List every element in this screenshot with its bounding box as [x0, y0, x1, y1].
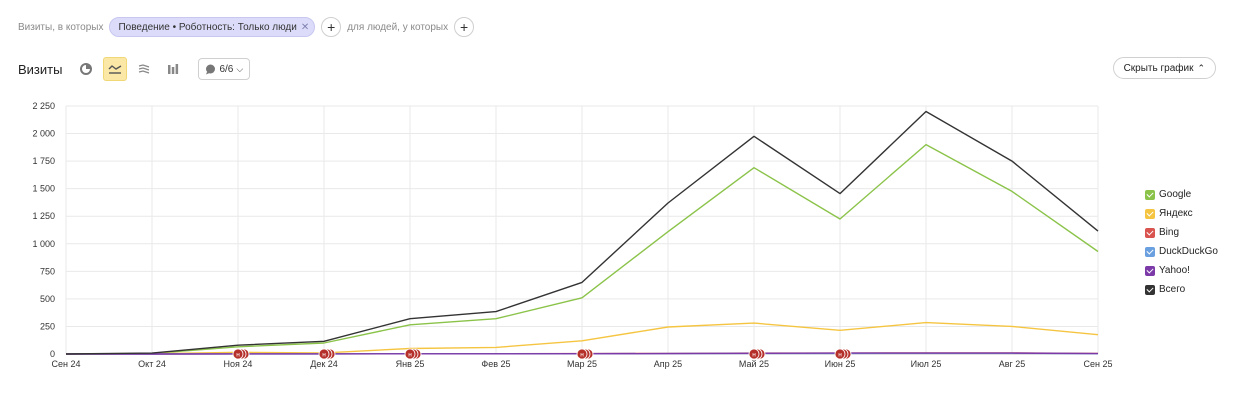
annotation-marker: н: [576, 348, 594, 360]
x-tick-label: Окт 24: [138, 359, 166, 369]
annotation-marker-label: н: [838, 352, 842, 359]
annotation-marker-dot: [232, 348, 244, 360]
chevron-up-icon: ⌃: [1197, 62, 1205, 73]
annotation-marker-label: н: [408, 352, 412, 359]
legend-item[interactable]: Bing: [1145, 223, 1218, 242]
x-axis: Сен 24 Окт 24 Ноя 24 Дек 24 Янв 25 Фев 25 Мар …: [52, 359, 1113, 369]
y-tick-label: 0: [50, 349, 55, 359]
x-tick-label: Авг 25: [999, 359, 1026, 369]
x-tick-label: Мар 25: [567, 359, 597, 369]
chart-grid: [65, 105, 1099, 355]
checkbox-icon[interactable]: [1145, 208, 1155, 219]
series-line-всего: [65, 110, 1099, 355]
checkbox-icon[interactable]: [1145, 189, 1155, 200]
annotation-marker-dot: [318, 348, 330, 360]
y-tick-label: 750: [40, 266, 55, 276]
chart-toolbar: Визиты 6/6 ⌵: [18, 57, 251, 81]
annotation-marker-dot: [748, 348, 760, 360]
bar-chart-icon: [168, 64, 179, 74]
close-icon[interactable]: ✕: [300, 21, 310, 33]
legend-label: DuckDuckGo: [1159, 246, 1218, 257]
legend-label: Yahoo!: [1159, 265, 1190, 276]
annotation-marker: н: [232, 348, 250, 360]
annotation-marker-label: н: [580, 352, 584, 359]
x-tick-label: Дек 24: [310, 359, 338, 369]
x-tick-label: Янв 25: [396, 359, 425, 369]
checkbox-icon[interactable]: [1145, 246, 1155, 257]
annotation-marker-label: н: [752, 352, 756, 359]
x-tick-label: Ноя 24: [224, 359, 253, 369]
y-tick-label: 1 000: [32, 239, 55, 249]
comment-icon: [206, 64, 216, 74]
legend-item[interactable]: Яндекс: [1145, 204, 1218, 223]
annotation-marker-dot: [576, 348, 588, 360]
bar-chart-button[interactable]: [161, 57, 185, 81]
annotations-dropdown[interactable]: 6/6 ⌵: [198, 58, 251, 80]
y-tick-label: 2 250: [32, 101, 55, 111]
add-visit-condition-button[interactable]: +: [321, 17, 342, 37]
hide-chart-button[interactable]: Скрыть график ⌃: [1112, 57, 1216, 79]
legend-label: Яндекс: [1159, 208, 1193, 219]
segment-filter-bar: Визиты, в которых Поведение • Роботность…: [18, 16, 480, 38]
y-tick-label: 1 750: [32, 156, 55, 166]
line-chart-icon: [108, 65, 122, 74]
annotation-marker-dot: [834, 348, 846, 360]
legend-item[interactable]: Всего: [1145, 280, 1218, 299]
add-people-condition-button[interactable]: +: [454, 17, 475, 37]
annotation-marker-dot: [404, 348, 416, 360]
checkbox-icon[interactable]: [1145, 265, 1155, 276]
legend-label: Bing: [1159, 227, 1180, 238]
y-tick-label: 1 500: [32, 184, 55, 194]
x-tick-label: Апр 25: [654, 359, 682, 369]
annotation-marker: н: [404, 348, 422, 360]
chart-title: Визиты: [18, 61, 63, 77]
visits-filter-label: Визиты, в которых: [18, 21, 104, 33]
pie-chart-icon: [80, 63, 93, 75]
series-line-google: [65, 143, 1099, 355]
y-axis: 2 250 2 000 1 750 1 500 1 250 1 000 750 500 250 0: [32, 101, 55, 359]
annotation-marker: н: [834, 348, 852, 360]
area-chart-button[interactable]: [132, 57, 156, 81]
chart-legend: Google Яндекс Bing DuckDuckGo Yahoo! Всего: [1145, 185, 1218, 299]
legend-item[interactable]: DuckDuckGo: [1145, 242, 1218, 261]
plus-icon: +: [460, 19, 469, 35]
annotations-count: 6/6: [219, 63, 234, 75]
x-tick-label: Июл 25: [911, 359, 942, 369]
x-tick-label: Сен 25: [1084, 359, 1113, 369]
x-tick-label: Сен 24: [52, 359, 81, 369]
line-chart-button[interactable]: [103, 57, 128, 81]
annotation-marker-label: н: [322, 352, 326, 359]
annotation-marker-label: н: [236, 352, 240, 359]
legend-label: Google: [1159, 189, 1192, 200]
pie-chart-button[interactable]: [74, 57, 98, 81]
robot-filter-chip-label: Поведение • Роботность: Только люди: [118, 21, 297, 33]
area-chart-icon: [139, 64, 150, 74]
x-tick-label: Июн 25: [825, 359, 856, 369]
people-filter-label: для людей, у которых: [347, 21, 449, 33]
legend-item[interactable]: Google: [1145, 185, 1218, 204]
legend-label: Всего: [1159, 284, 1186, 295]
robot-filter-chip[interactable]: Поведение • Роботность: Только люди ✕: [109, 17, 316, 37]
checkbox-icon[interactable]: [1145, 284, 1155, 295]
y-tick-label: 2 000: [32, 129, 55, 139]
x-tick-label: Фев 25: [481, 359, 510, 369]
y-tick-label: 1 250: [32, 211, 55, 221]
plus-icon: +: [327, 19, 336, 35]
legend-item[interactable]: Yahoo!: [1145, 261, 1218, 280]
annotation-marker: н: [748, 348, 766, 360]
visits-line-chart: 2 250 2 000 1 750 1 500 1 250 1 000 750 500 250 0…: [32, 101, 1113, 369]
y-tick-label: 500: [40, 294, 55, 304]
checkbox-icon[interactable]: [1145, 227, 1155, 238]
x-tick-label: Май 25: [739, 359, 769, 369]
y-tick-label: 250: [40, 321, 55, 331]
annotation-marker: н: [318, 348, 336, 360]
chevron-down-icon: ⌵: [236, 63, 244, 74]
hide-chart-label: Скрыть график: [1123, 62, 1194, 74]
